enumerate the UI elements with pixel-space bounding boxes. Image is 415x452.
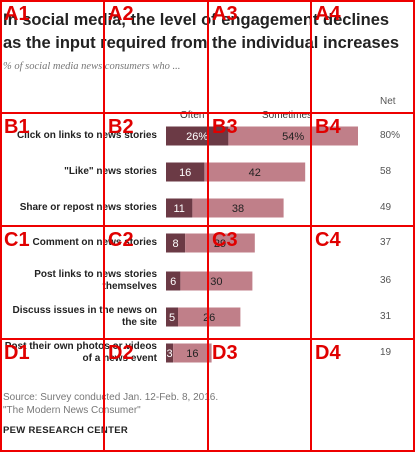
bar-often-3: [166, 198, 193, 218]
net-value-1: 80%: [380, 130, 401, 141]
bar-often-6: [166, 307, 178, 327]
category-label-1: Click on links to news stories: [16, 130, 157, 141]
category-label-6: Discuss issues in the news on the site: [12, 305, 158, 328]
data-label-sometimes-3: 38: [232, 203, 244, 215]
bar-often-1: [166, 126, 229, 146]
category-label-7: Post their own photos or videos of a new…: [4, 341, 157, 364]
net-header: Net: [380, 96, 396, 107]
chart-title: In social media, the level of engagement…: [3, 11, 400, 52]
category-label-3: Share or repost news stories: [19, 202, 157, 213]
data-label-sometimes-7: 16: [186, 348, 198, 360]
data-label-often-4: 8: [173, 238, 179, 250]
bar-sometimes-7: [173, 343, 212, 363]
bar-often-4: [166, 233, 186, 253]
data-label-often-5: 6: [170, 276, 176, 288]
data-label-sometimes-4: 29: [214, 238, 226, 250]
bar-sometimes-6: [178, 307, 241, 327]
data-label-sometimes-2: 42: [249, 167, 261, 179]
data-label-sometimes-5: 30: [210, 276, 222, 288]
net-value-3: 49: [380, 202, 392, 213]
bar-sometimes-1: [228, 126, 358, 146]
legend-sometimes: Sometimes: [262, 110, 313, 121]
category-label-2: "Like" news stories: [64, 166, 157, 177]
bar-sometimes-4: [185, 233, 255, 253]
bar-sometimes-2: [204, 162, 306, 182]
data-label-often-1: 26%: [186, 131, 208, 143]
report-title: "The Modern News Consumer": [3, 405, 141, 416]
net-value-6: 31: [380, 311, 392, 322]
net-value-5: 36: [380, 275, 392, 286]
bar-sometimes-5: [180, 271, 253, 291]
data-label-often-2: 16: [179, 167, 191, 179]
bar-sometimes-3: [192, 198, 284, 218]
category-label-4: Comment on news stories: [32, 237, 157, 248]
chart-subtitle: % of social media news consumers who ...: [3, 61, 181, 72]
legend-often: Often: [180, 110, 205, 121]
data-label-often-6: 5: [169, 312, 175, 324]
pew-logo: PEW RESEARCH CENTER: [3, 425, 128, 436]
bar-often-5: [166, 271, 181, 291]
data-label-sometimes-6: 26: [203, 312, 215, 324]
data-label-sometimes-1: 54%: [282, 131, 304, 143]
bar-often-7: [166, 343, 174, 363]
bar-often-2: [166, 162, 205, 182]
data-label-often-7: 3: [167, 348, 173, 360]
net-value-7: 19: [380, 347, 392, 358]
source-note: Source: Survey conducted Jan. 12-Feb. 8,…: [3, 392, 219, 403]
data-label-often-3: 11: [173, 203, 184, 215]
net-value-2: 58: [380, 166, 392, 177]
category-label-5: Post links to news stories themselves: [34, 269, 157, 292]
net-value-4: 37: [380, 237, 392, 248]
